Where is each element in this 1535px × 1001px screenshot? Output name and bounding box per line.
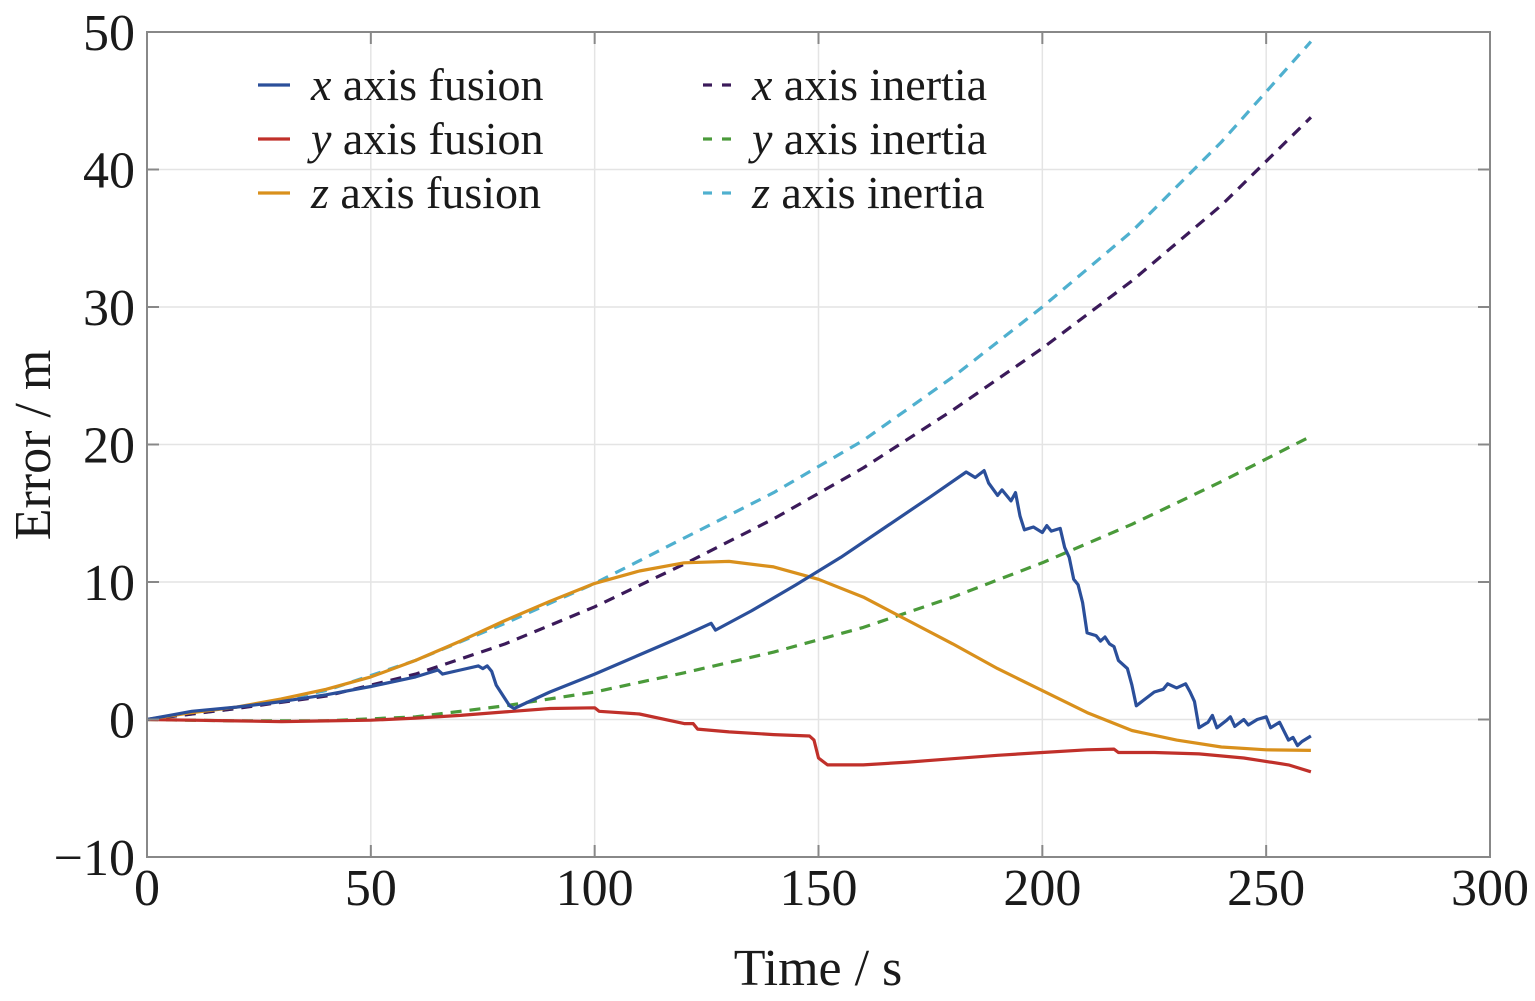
y-tick-label: −10 xyxy=(54,830,135,887)
y-tick-label: 40 xyxy=(83,143,135,200)
x-axis-label: Time / s xyxy=(734,940,903,997)
legend-label: x axis fusion xyxy=(310,59,544,110)
y-tick-label: 50 xyxy=(83,5,135,62)
x-tick-label: 150 xyxy=(780,860,858,917)
x-tick-label: 300 xyxy=(1451,860,1529,917)
x-tick-label: 100 xyxy=(556,860,634,917)
legend-item-y-fusion: y axis fusion xyxy=(258,113,544,164)
y-axis-label: Error / m xyxy=(5,350,62,541)
legend-item-y-inertia: y axis inertia xyxy=(703,113,987,164)
x-tick-labels: 0 50 100 150 200 250 300 xyxy=(134,860,1529,917)
legend-item-x-inertia: x axis inertia xyxy=(703,59,987,110)
x-tick-label: 250 xyxy=(1227,860,1305,917)
x-tick-label: 50 xyxy=(345,860,397,917)
y-tick-label: 30 xyxy=(83,280,135,337)
y-tick-label: 0 xyxy=(109,693,135,750)
series-line-y-fusion xyxy=(146,706,1312,774)
legend-item-z-fusion: z axis fusion xyxy=(258,167,541,218)
legend-label: x axis inertia xyxy=(751,59,987,110)
legend-item-x-fusion: x axis fusion xyxy=(258,59,544,110)
series-line-z-fusion xyxy=(146,559,1311,752)
y-tick-labels: −10 0 10 20 30 40 50 xyxy=(54,5,135,887)
y-tick-label: 20 xyxy=(83,418,135,475)
legend-label: y axis inertia xyxy=(748,113,987,164)
series-line-x-fusion xyxy=(146,469,1312,748)
series-line-y-inertia xyxy=(146,434,1312,723)
axis-ticks xyxy=(146,31,1491,858)
x-tick-label: 0 xyxy=(134,860,160,917)
legend-item-z-inertia: z axis inertia xyxy=(703,167,985,218)
y-tick-label: 10 xyxy=(83,555,135,612)
series-lines xyxy=(146,40,1313,774)
legend-label: z axis inertia xyxy=(751,167,985,218)
legend-label: z axis fusion xyxy=(310,167,541,218)
x-tick-label: 200 xyxy=(1003,860,1081,917)
legend-label: y axis fusion xyxy=(307,113,544,164)
